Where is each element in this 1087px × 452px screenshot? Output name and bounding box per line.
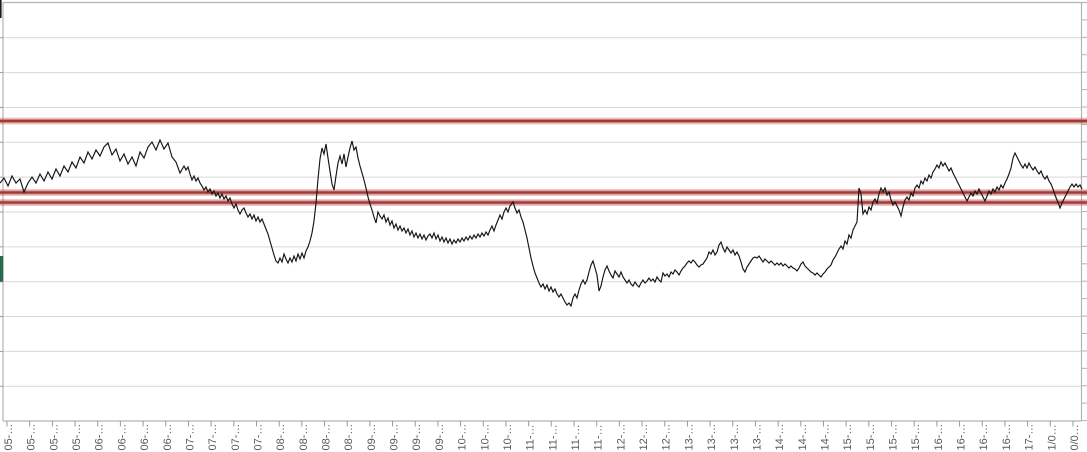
x-axis-label: 09-… — [434, 424, 446, 451]
x-axis-label: 05-… — [71, 424, 83, 451]
x-axis-label: 11-… — [547, 424, 559, 450]
x-axis-label: 13-… — [729, 424, 741, 451]
x-axis-label: 13-… — [706, 424, 718, 451]
price-line — [0, 138, 1083, 308]
x-axis-label: 07-… — [207, 424, 219, 451]
x-axis-label: 05-… — [3, 424, 15, 451]
x-axis-label: 06-… — [94, 424, 106, 451]
x-axis-label: 16-… — [956, 424, 968, 451]
green-marker — [0, 256, 4, 282]
x-axis-label: 05-… — [26, 424, 38, 451]
x-axis-label: 13-… — [751, 424, 763, 451]
x-axis-label: 06-… — [162, 424, 174, 451]
x-axis-label: 14-… — [774, 424, 786, 451]
x-axis-label: 14-… — [819, 424, 831, 451]
x-axis-label: 05-… — [48, 424, 60, 451]
x-axis-label: 11-… — [525, 424, 537, 450]
x-axis-label: 09-… — [411, 424, 423, 451]
x-axis-label: 1/0… — [1046, 424, 1058, 450]
x-axis-label: 07-… — [252, 424, 264, 451]
x-axis-label: 06-… — [139, 424, 151, 451]
x-axis-label: 10-… — [457, 424, 469, 451]
x-axis-label: 11-… — [570, 424, 582, 450]
x-axis-group: 05-… 05-… 05-… 05-… 06-… 06-… 06-… 06-… 07-… 07-…… — [3, 421, 1081, 451]
x-axis-label: 15-… — [842, 424, 854, 451]
x-axis-label: 10-… — [502, 424, 514, 451]
x-axis-label: 15-… — [910, 424, 922, 451]
x-axis-label: 15-… — [888, 424, 900, 451]
x-axis-label: 08-… — [298, 424, 310, 451]
x-axis-label: 12-… — [615, 424, 627, 451]
x-axis-label: 16-… — [978, 424, 990, 451]
x-axis-label: 08-… — [321, 424, 333, 451]
x-axis-label: 16-… — [933, 424, 945, 451]
x-axis-label: 10-… — [479, 424, 491, 451]
green-marker-group — [0, 0, 4, 282]
x-axis-label: 11-… — [593, 424, 605, 450]
right-axis-ticks-group — [1081, 2, 1087, 422]
edge-artifact — [0, 0, 2, 18]
level-lines-group — [0, 117, 1087, 206]
gridlines-group — [3, 37, 1082, 387]
x-axis-label: 09-… — [366, 424, 378, 451]
x-axis-label: 16-… — [1001, 424, 1013, 451]
x-axis-label: 14-… — [797, 424, 809, 451]
x-axis-label: 08-… — [343, 424, 355, 451]
x-axis-label: 06-… — [116, 424, 128, 451]
x-axis-label: 17-… — [1024, 424, 1036, 451]
x-axis-label: 12-… — [638, 424, 650, 451]
x-axis-label: 09-… — [389, 424, 401, 451]
price-series-group — [0, 138, 1083, 308]
x-axis-label: 12-… — [661, 424, 673, 451]
x-axis-label: 13-… — [683, 424, 695, 451]
x-axis-label: 08-… — [275, 424, 287, 451]
x-axis-label: 07-… — [184, 424, 196, 451]
x-axis-label: 07-… — [230, 424, 242, 451]
x-axis-label: 0/0… — [1069, 424, 1081, 450]
x-axis-label: 15-… — [865, 424, 877, 451]
